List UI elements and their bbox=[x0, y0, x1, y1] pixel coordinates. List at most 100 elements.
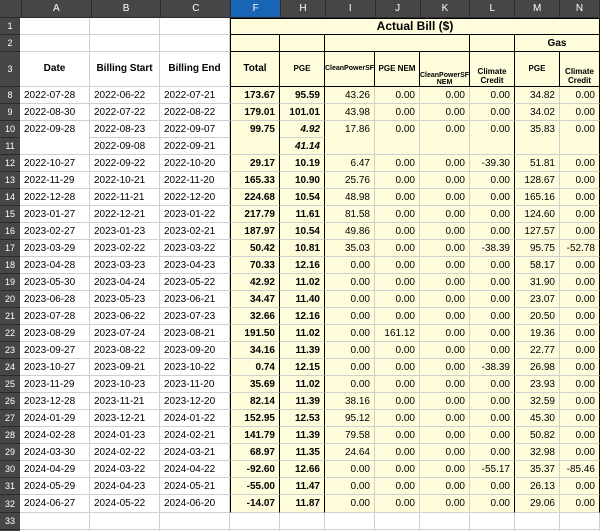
row-header-27[interactable]: 27 bbox=[0, 410, 20, 427]
blank-f[interactable] bbox=[230, 35, 280, 52]
bstart[interactable]: 2024-01-23 bbox=[90, 427, 160, 444]
blank[interactable] bbox=[515, 513, 560, 530]
pn[interactable]: 0.00 bbox=[375, 376, 420, 393]
pn[interactable]: 0.00 bbox=[375, 172, 420, 189]
corner-cell[interactable] bbox=[0, 0, 22, 17]
cp[interactable]: 0.00 bbox=[325, 308, 375, 325]
tot[interactable]: 0.74 bbox=[230, 359, 280, 376]
bstart[interactable]: 2022-12-21 bbox=[90, 206, 160, 223]
p2[interactable]: 50.82 bbox=[515, 427, 560, 444]
pn[interactable]: 0.00 bbox=[375, 342, 420, 359]
hdr-pge[interactable]: PGE bbox=[280, 52, 325, 87]
p2[interactable]: 34.82 bbox=[515, 87, 560, 104]
bstart[interactable]: 2023-06-22 bbox=[90, 308, 160, 325]
stmt[interactable]: 2023-07-28 bbox=[20, 308, 90, 325]
tot[interactable]: 165.33 bbox=[230, 172, 280, 189]
cn[interactable]: 0.00 bbox=[420, 393, 470, 410]
c2[interactable]: 0.00 bbox=[560, 325, 600, 342]
c2[interactable]: 0.00 bbox=[560, 104, 600, 121]
hdr-stmt[interactable]: Statement Date bbox=[20, 52, 90, 87]
cc[interactable]: 0.00 bbox=[470, 376, 515, 393]
p2[interactable]: 20.50 bbox=[515, 308, 560, 325]
row-header-21[interactable]: 21 bbox=[0, 308, 20, 325]
tot[interactable]: 173.67 bbox=[230, 87, 280, 104]
p2[interactable]: 32.98 bbox=[515, 444, 560, 461]
c2[interactable]: 0.00 bbox=[560, 291, 600, 308]
pn[interactable]: 0.00 bbox=[375, 410, 420, 427]
hdr-pgenem[interactable]: PGE NEM bbox=[375, 52, 420, 87]
c2[interactable]: 0.00 bbox=[560, 376, 600, 393]
cn[interactable]: 0.00 bbox=[420, 461, 470, 478]
cc[interactable]: 0.00 bbox=[470, 308, 515, 325]
cp[interactable]: 95.12 bbox=[325, 410, 375, 427]
cc[interactable]: 0.00 bbox=[470, 342, 515, 359]
pge[interactable]: 11.87 bbox=[280, 495, 325, 513]
c2[interactable]: 0.00 bbox=[560, 206, 600, 223]
row-header-2[interactable]: 2 bbox=[0, 35, 20, 52]
bstart[interactable]: 2023-11-21 bbox=[90, 393, 160, 410]
row-header-30[interactable]: 30 bbox=[0, 461, 20, 478]
row-header-16[interactable]: 16 bbox=[0, 223, 20, 240]
p2[interactable]: 34.02 bbox=[515, 104, 560, 121]
cc[interactable]: 0.00 bbox=[470, 172, 515, 189]
tot[interactable]: 50.42 bbox=[230, 240, 280, 257]
c2[interactable]: 0.00 bbox=[560, 172, 600, 189]
stmt[interactable]: 2022-07-28 bbox=[20, 87, 90, 104]
cc[interactable]: 0.00 bbox=[470, 427, 515, 444]
row-header-17[interactable]: 17 bbox=[0, 240, 20, 257]
pn[interactable]: 0.00 bbox=[375, 427, 420, 444]
hdr-cp[interactable]: CleanPowerSF bbox=[325, 52, 375, 87]
pge[interactable]: 101.01 bbox=[280, 104, 325, 121]
c2[interactable] bbox=[560, 138, 600, 155]
col-header-K[interactable]: K bbox=[421, 0, 471, 17]
cc[interactable]: -38.39 bbox=[470, 240, 515, 257]
pge[interactable]: 11.39 bbox=[280, 393, 325, 410]
col-header-F[interactable]: F bbox=[231, 0, 281, 17]
cn[interactable]: 0.00 bbox=[420, 87, 470, 104]
pge[interactable]: 11.02 bbox=[280, 376, 325, 393]
tot[interactable]: -92.60 bbox=[230, 461, 280, 478]
bstart[interactable]: 2022-11-21 bbox=[90, 189, 160, 206]
blank[interactable] bbox=[160, 513, 230, 530]
bstart[interactable]: 2023-09-21 bbox=[90, 359, 160, 376]
col-header-H[interactable]: H bbox=[281, 0, 326, 17]
blank-ijk[interactable] bbox=[325, 35, 470, 52]
row-header-13[interactable]: 13 bbox=[0, 172, 20, 189]
hdr-bstart[interactable]: Billing Start bbox=[90, 52, 160, 87]
row-header-32[interactable]: 32 bbox=[0, 495, 20, 513]
p2[interactable]: 26.98 bbox=[515, 359, 560, 376]
bstart[interactable]: 2023-04-24 bbox=[90, 274, 160, 291]
stmt[interactable]: 2022-09-28 bbox=[20, 121, 90, 138]
bend[interactable]: 2023-05-22 bbox=[160, 274, 230, 291]
stmt[interactable]: 2023-08-29 bbox=[20, 325, 90, 342]
col-header-A[interactable]: A bbox=[22, 0, 92, 17]
row-header-23[interactable]: 23 bbox=[0, 342, 20, 359]
row-header-3[interactable]: 3 bbox=[0, 52, 20, 87]
cp[interactable]: 0.00 bbox=[325, 342, 375, 359]
stmt[interactable]: 2023-05-30 bbox=[20, 274, 90, 291]
p2[interactable] bbox=[515, 138, 560, 155]
bstart[interactable]: 2022-10-21 bbox=[90, 172, 160, 189]
pn[interactable]: 0.00 bbox=[375, 121, 420, 138]
cp[interactable]: 43.26 bbox=[325, 87, 375, 104]
p2[interactable]: 58.17 bbox=[515, 257, 560, 274]
p2[interactable]: 127.57 bbox=[515, 223, 560, 240]
cn[interactable]: 0.00 bbox=[420, 291, 470, 308]
pn[interactable]: 0.00 bbox=[375, 495, 420, 513]
cc[interactable]: -55.17 bbox=[470, 461, 515, 478]
pge[interactable]: 11.61 bbox=[280, 206, 325, 223]
cc[interactable] bbox=[470, 138, 515, 155]
row-header-28[interactable]: 28 bbox=[0, 427, 20, 444]
stmt[interactable]: 2022-11-29 bbox=[20, 172, 90, 189]
cn[interactable]: 0.00 bbox=[420, 495, 470, 513]
stmt[interactable]: 2023-09-27 bbox=[20, 342, 90, 359]
c2[interactable]: 0.00 bbox=[560, 223, 600, 240]
p2[interactable]: 19.36 bbox=[515, 325, 560, 342]
tot[interactable] bbox=[230, 138, 280, 155]
tot[interactable]: -14.07 bbox=[230, 495, 280, 513]
c2[interactable]: 0.00 bbox=[560, 274, 600, 291]
cell[interactable] bbox=[90, 35, 160, 52]
cc[interactable]: -38.39 bbox=[470, 359, 515, 376]
pn[interactable]: 0.00 bbox=[375, 359, 420, 376]
cell[interactable] bbox=[90, 18, 160, 35]
